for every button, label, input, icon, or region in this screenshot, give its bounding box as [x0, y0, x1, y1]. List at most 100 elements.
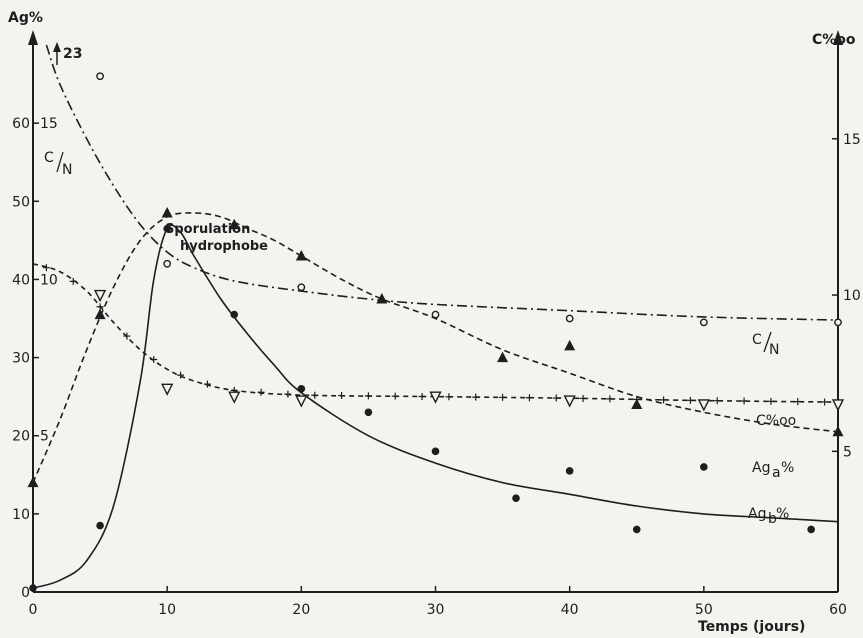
label-ag-b-sub: b [768, 511, 777, 527]
right-tick-label: 10 [843, 288, 861, 304]
label-cn: C N [752, 331, 779, 358]
y-ticks: 0 10 20 30 40 50 60 [12, 116, 39, 601]
c-permille-plus-mark [525, 394, 533, 402]
cn-tick-label: 10 [40, 272, 58, 288]
ag-a-point [27, 476, 39, 488]
left-top-marker-label: 23 [63, 46, 82, 62]
c-permille-plus-mark [445, 393, 453, 401]
y-tick-label: 30 [12, 351, 30, 367]
label-ag-b-main: Ag [748, 506, 766, 522]
cn-point [297, 283, 306, 292]
c-permille-plus-mark [364, 392, 372, 400]
cn-tick-label: 15 [40, 116, 58, 132]
label-ag-b: Ag b % [748, 506, 789, 527]
label-cn-n: N [769, 342, 779, 358]
x-tick-label: 60 [829, 602, 847, 618]
c-permille-plus-mark [552, 394, 560, 402]
ag-a-point [564, 339, 576, 351]
ag-a-point [376, 292, 388, 304]
c-permille-plus-mark [123, 332, 131, 340]
y-tick-label: 10 [12, 507, 30, 523]
annotation-line-1: Sporulation [165, 222, 250, 237]
cn-axis-title-n: N [62, 162, 72, 178]
ag-a-point [832, 425, 844, 437]
cn-axis-marker-arrow [53, 42, 61, 52]
annotation-line-2: hydrophobe [180, 239, 268, 254]
x-tick-label: 10 [158, 602, 176, 618]
label-cn-c: C [752, 332, 762, 348]
c-permille-plus-mark [338, 392, 346, 400]
y-axis-left-title: Ag% [8, 10, 43, 26]
label-ag-a-sub: a [772, 465, 781, 481]
ag-b-point [700, 463, 708, 471]
c-permille-plus-mark [499, 393, 507, 401]
c-permille-plus-mark [311, 391, 319, 399]
y-tick-label: 0 [21, 585, 30, 601]
x-ticks: 0 10 20 30 40 50 60 [29, 586, 847, 618]
c-permille-plus-mark [606, 395, 614, 403]
ag-a-point [94, 308, 106, 320]
x-axis-title: Temps (jours) [698, 619, 805, 635]
cn-point [96, 72, 104, 81]
c-permille-plus-mark [579, 394, 587, 402]
ag-a-point [161, 207, 173, 218]
cn-tick-label: 5 [40, 429, 49, 445]
ag-b-point [807, 525, 815, 534]
ag-b-point [297, 385, 306, 393]
ag-b-point [364, 408, 373, 417]
ag-a-point [295, 249, 307, 261]
cn-axis-title: C N [44, 150, 72, 178]
left-axis-arrow [28, 30, 38, 45]
y-tick-label: 20 [12, 429, 30, 445]
c-permille-point [697, 399, 710, 412]
ag-a-point [228, 218, 240, 230]
ag-b-point [431, 447, 440, 456]
c-permille-plus-mark [257, 388, 265, 396]
y-tick-label: 50 [12, 194, 30, 210]
c-permille-point [429, 391, 442, 404]
ag-b-point [632, 525, 641, 534]
c-permille-plus-mark [740, 397, 748, 405]
c-permille-point [831, 399, 845, 412]
cn-point [163, 259, 172, 268]
c-permille-plus-mark [391, 392, 399, 400]
y-tick-label: 60 [12, 116, 30, 132]
y-tick-label: 40 [12, 272, 30, 288]
c-permille-plus-mark [177, 371, 185, 379]
label-c-permille: C%oo [756, 413, 796, 429]
ag-a-point [497, 351, 509, 363]
c-permille-plus-mark [284, 390, 292, 398]
c-permille-plus-mark [767, 397, 775, 405]
ag-b-point [163, 224, 171, 233]
cn-point [834, 318, 842, 327]
ag-b-point [96, 521, 104, 530]
markers [27, 72, 845, 592]
label-ag-a-main: Ag [752, 460, 770, 476]
c-permille-plus-mark [633, 395, 641, 403]
x-tick-label: 50 [695, 602, 713, 618]
cn-axis-title-c: C [44, 150, 54, 166]
x-tick-label: 0 [29, 602, 38, 618]
ag-b-point [512, 494, 520, 503]
c-permille-plus-mark [69, 277, 77, 285]
c-permille-point [93, 289, 107, 303]
c-permille-plus-mark [42, 264, 50, 272]
y-axis-right-title: C%oo [812, 32, 856, 48]
label-cn-slash [763, 331, 772, 353]
x-tick-label: 20 [292, 602, 310, 618]
c-permille-plus-mark [713, 397, 721, 405]
c-permille-plus-mark [96, 303, 104, 311]
c-permille-plus-mark [686, 396, 694, 404]
cn-point [431, 310, 440, 319]
c-permille-plus-mark [821, 398, 829, 406]
c-permille-point [228, 391, 241, 404]
x-tick-label: 40 [561, 602, 579, 618]
x-tick-label: 30 [427, 602, 445, 618]
label-ag-a: Ag a % [752, 460, 794, 481]
cn-point [699, 318, 708, 327]
ag-b-point [565, 467, 574, 475]
c-permille-point [161, 383, 174, 396]
right-ticks: 5 10 15 [832, 132, 861, 460]
c-permille-plus-mark [418, 392, 426, 400]
